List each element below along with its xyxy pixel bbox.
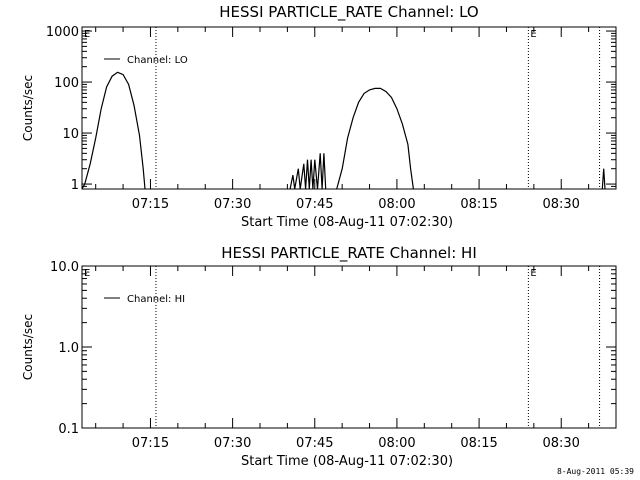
y-tick-label: 10.0 [50,260,79,275]
edge-label: E [84,268,90,279]
y-axis-label: Counts/sec [21,75,35,141]
x-tick-label: 07:30 [214,197,251,212]
x-axis-label: Start Time (08-Aug-11 07:02:30) [241,215,453,230]
x-tick-label: 07:45 [296,436,333,451]
panel-lo: HESSI PARTICLE_RATE Channel: LO Counts/s… [21,3,617,230]
y-tick-label: 1.0 [58,341,79,356]
series-line [336,87,414,190]
x-tick-label: 08:00 [378,436,415,451]
x-tick-label: 07:45 [296,197,333,212]
x-tick-label: 08:30 [542,436,579,451]
x-tick-label: 07:15 [132,436,169,451]
plot-frame [81,265,617,429]
y-tick-label: 100 [54,76,79,91]
legend-label: Channel: LO [127,55,188,66]
y-tick-label: 1 [71,178,79,193]
series-line [81,71,146,190]
x-tick-label: 08:30 [542,197,579,212]
panel-hi: HESSI PARTICLE_RATE Channel: HI Counts/s… [21,244,617,469]
x-tick-label: 07:30 [214,436,251,451]
chart-title: HESSI PARTICLE_RATE Channel: HI [221,244,477,263]
y-tick-label: 1000 [46,25,79,40]
y-tick-label: 10 [62,127,79,142]
footer-timestamp: 8-Aug-2011 05:39 [556,467,634,476]
marker-label: E [530,268,536,279]
x-tick-label: 08:15 [460,197,497,212]
x-axis-label: Start Time (08-Aug-11 07:02:30) [241,454,453,469]
plot-frame [81,26,617,190]
series-line [289,153,327,190]
y-tick-label: 0.1 [58,422,79,437]
marker-label: E [530,29,536,40]
x-tick-label: 08:00 [378,197,415,212]
x-tick-label: 08:15 [460,436,497,451]
edge-label: E [84,29,90,40]
chart-title: HESSI PARTICLE_RATE Channel: LO [219,3,478,22]
y-axis-label: Counts/sec [21,314,35,380]
x-tick-label: 07:15 [132,197,169,212]
series-line [601,168,606,190]
